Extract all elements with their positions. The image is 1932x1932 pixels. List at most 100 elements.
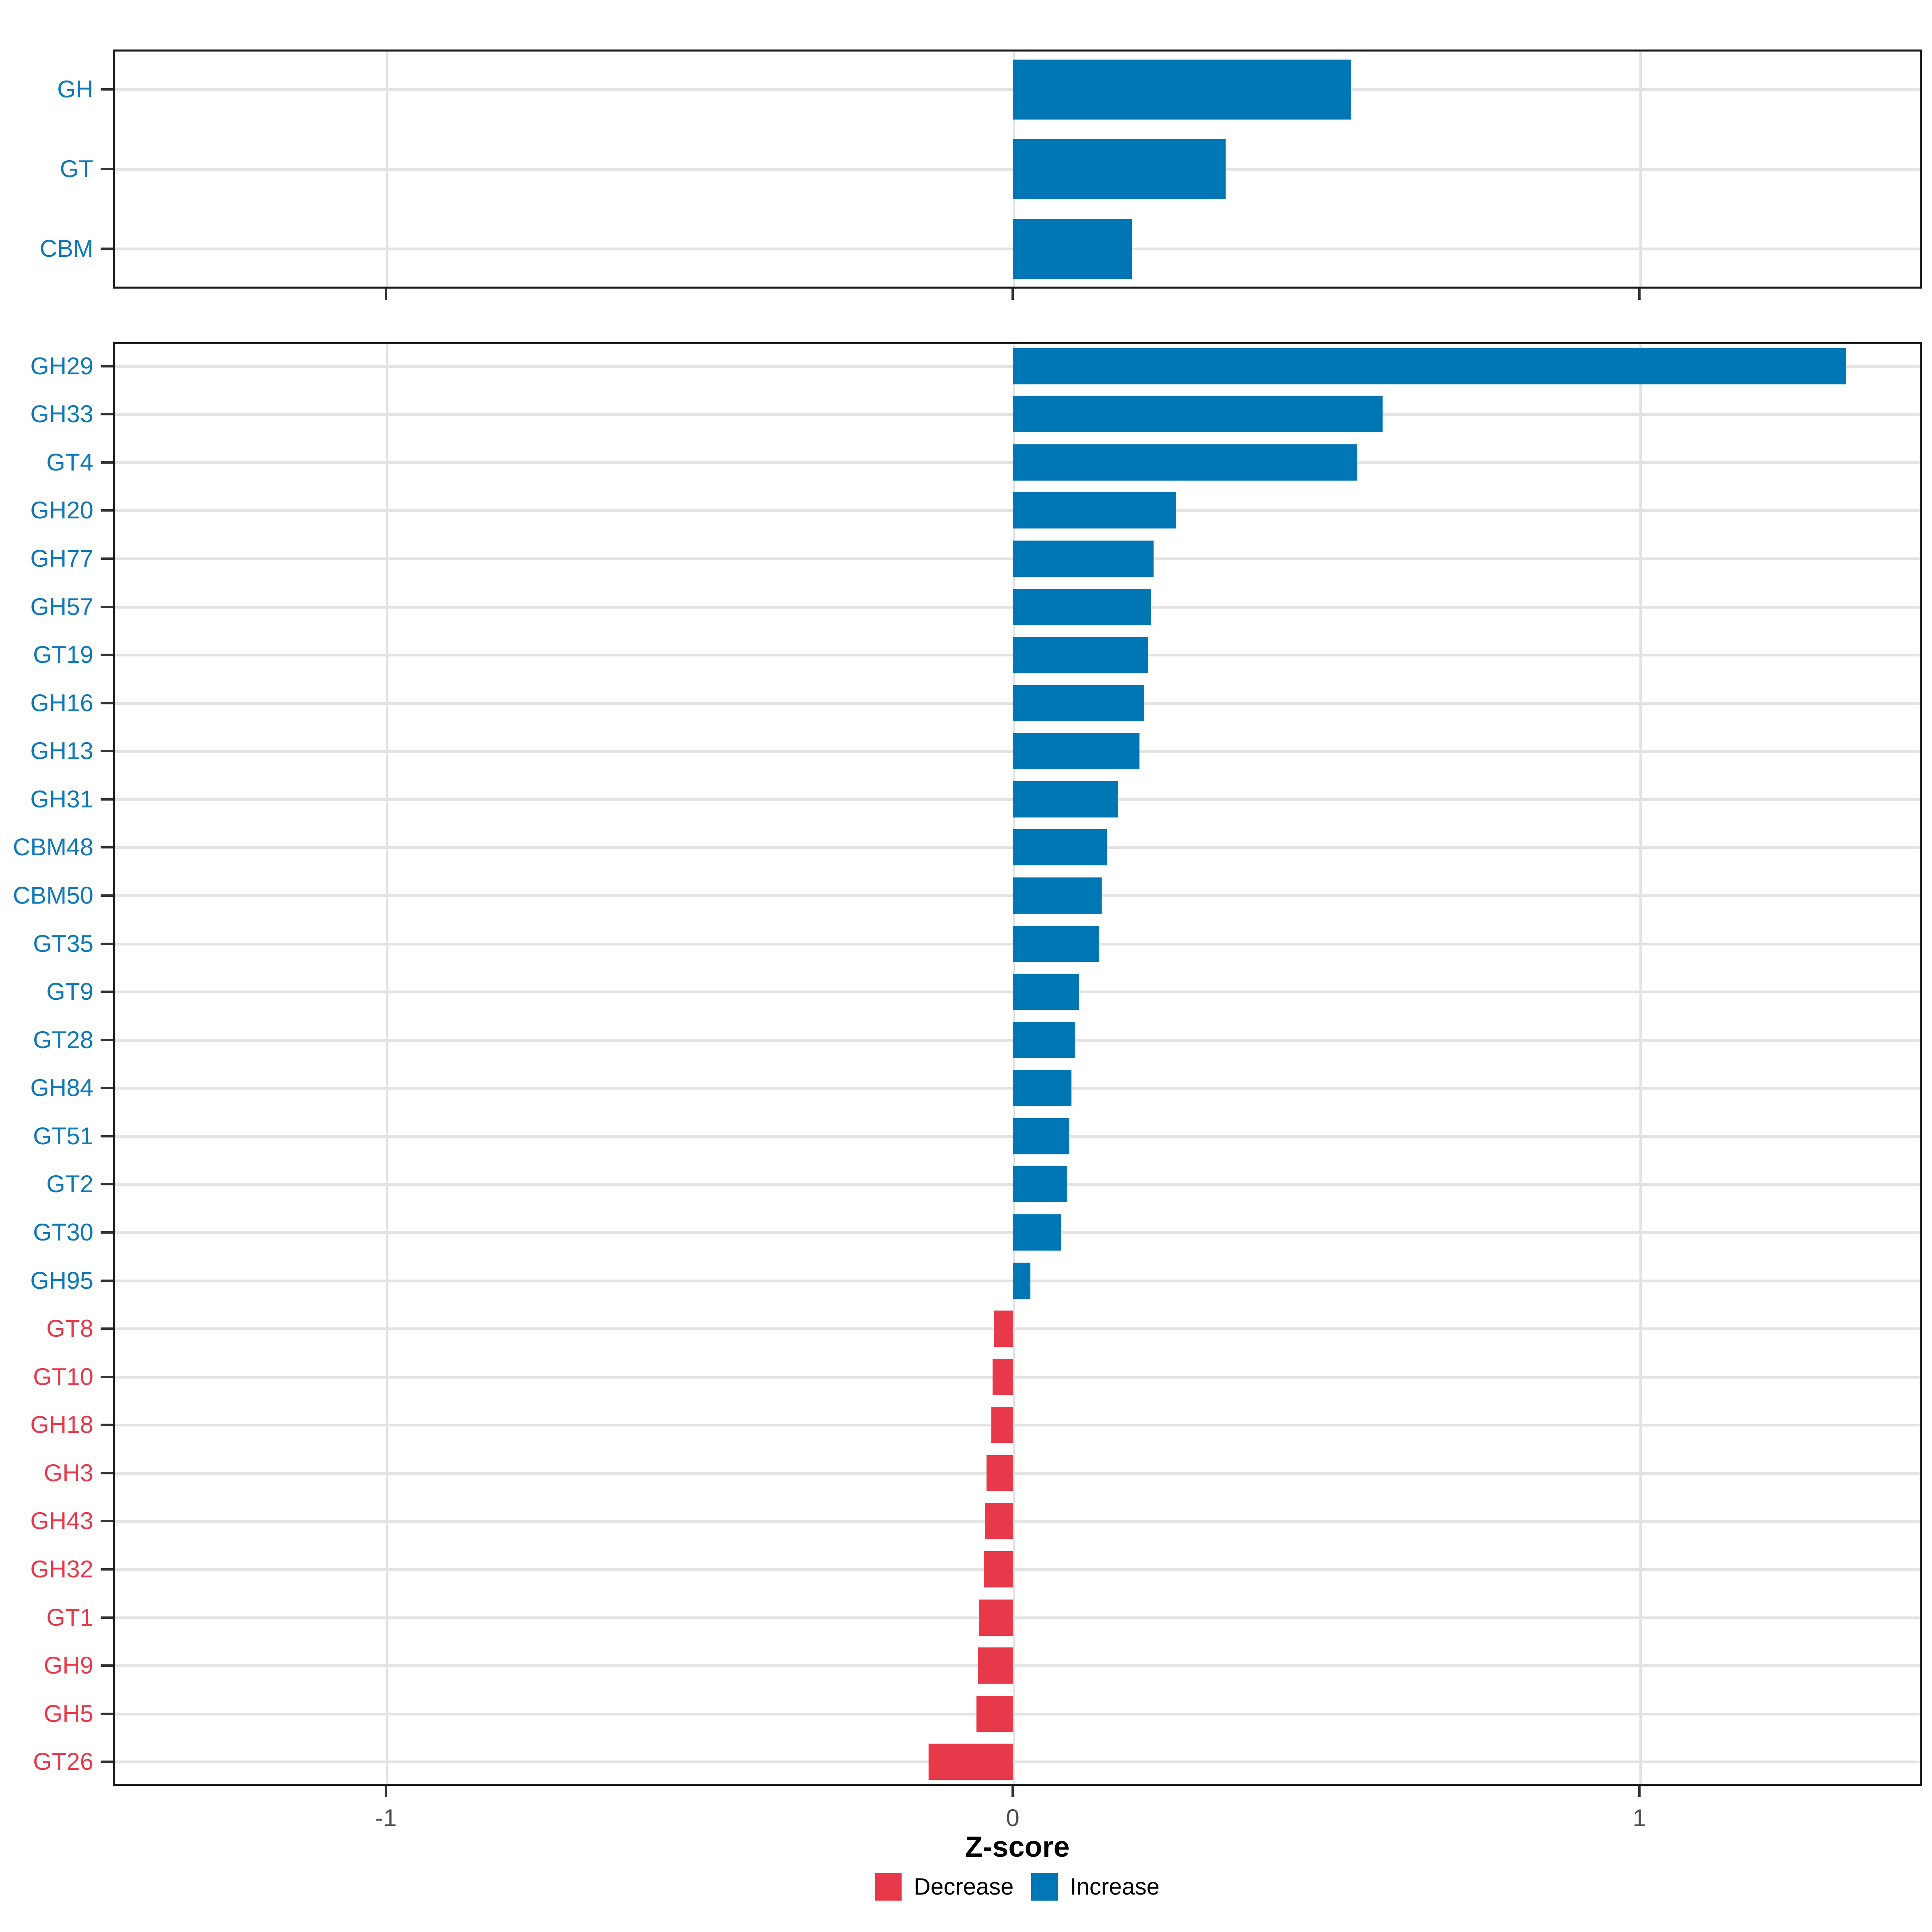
y-tick-GT bbox=[101, 168, 113, 170]
horizontal-gridline-GH5 bbox=[115, 1713, 1920, 1715]
bar-GT8 bbox=[994, 1311, 1013, 1347]
bar-GT28 bbox=[1013, 1022, 1075, 1058]
vertical-gridline-0 bbox=[1013, 344, 1015, 1784]
y-tick-GT10 bbox=[101, 1376, 113, 1378]
y-tick-GH18 bbox=[101, 1424, 113, 1426]
y-tick-GT30 bbox=[101, 1231, 113, 1234]
y-label-GH95: GH95 bbox=[30, 1267, 93, 1294]
y-label-GT19: GT19 bbox=[33, 641, 93, 668]
y-label-GT28: GT28 bbox=[33, 1026, 93, 1053]
bar-GH32 bbox=[984, 1551, 1013, 1587]
x-tick-label-1: 1 bbox=[1633, 1804, 1646, 1831]
bar-GH16 bbox=[1013, 685, 1144, 721]
bar-CBM48 bbox=[1013, 829, 1107, 865]
y-label-GT: GT bbox=[60, 155, 93, 182]
bar-GH31 bbox=[1013, 781, 1118, 817]
legend-label-increase: Increase bbox=[1070, 1874, 1160, 1900]
y-label-GH43: GH43 bbox=[30, 1507, 93, 1534]
horizontal-gridline-GH18 bbox=[115, 1424, 1920, 1426]
legend-key-increase bbox=[1031, 1873, 1058, 1901]
bar-GH84 bbox=[1013, 1070, 1071, 1106]
y-label-GT26: GT26 bbox=[33, 1748, 93, 1775]
y-tick-GT4 bbox=[101, 461, 113, 464]
horizontal-gridline-GT26 bbox=[115, 1761, 1920, 1763]
bar-GH43 bbox=[985, 1503, 1013, 1539]
legend-label-decrease: Decrease bbox=[914, 1874, 1014, 1900]
y-tick-GT28 bbox=[101, 1039, 113, 1041]
y-label-CBM48: CBM48 bbox=[12, 834, 93, 861]
y-label-GH57: GH57 bbox=[30, 593, 93, 620]
bar-GH18 bbox=[991, 1407, 1013, 1443]
x-tick-1-panel2 bbox=[1638, 1786, 1641, 1797]
bar-GT35 bbox=[1013, 926, 1099, 962]
y-tick-GH16 bbox=[101, 702, 113, 704]
y-label-GH77: GH77 bbox=[30, 545, 93, 572]
y-label-GH32: GH32 bbox=[30, 1556, 93, 1583]
y-tick-GH29 bbox=[101, 365, 113, 367]
y-tick-CBM50 bbox=[101, 894, 113, 897]
y-label-GH3: GH3 bbox=[43, 1459, 93, 1486]
y-label-GH20: GH20 bbox=[30, 497, 93, 524]
y-label-GH16: GH16 bbox=[30, 689, 93, 716]
bar-GH5 bbox=[976, 1696, 1013, 1732]
horizontal-gridline-GT10 bbox=[115, 1376, 1920, 1379]
bar-GH77 bbox=[1013, 541, 1154, 577]
panel-cazyme-families bbox=[113, 342, 1922, 1786]
bar-GH57 bbox=[1013, 589, 1151, 625]
y-label-GT4: GT4 bbox=[46, 449, 93, 476]
y-label-GH33: GH33 bbox=[30, 400, 93, 427]
y-tick-CBM bbox=[101, 248, 113, 250]
x-tick-label-0: 0 bbox=[1006, 1804, 1020, 1831]
y-label-GT8: GT8 bbox=[46, 1315, 93, 1342]
y-label-GH9: GH9 bbox=[43, 1652, 93, 1679]
bar-CBM50 bbox=[1013, 877, 1102, 914]
y-tick-GH84 bbox=[101, 1087, 113, 1089]
x-tick--1-panel1 bbox=[385, 289, 387, 300]
x-axis-title: Z-score bbox=[965, 1831, 1070, 1863]
y-tick-GH9 bbox=[101, 1664, 113, 1667]
y-label-GH29: GH29 bbox=[30, 353, 93, 380]
horizontal-gridline-GT8 bbox=[115, 1327, 1920, 1330]
bar-GH95 bbox=[1013, 1263, 1030, 1299]
bar-GT26 bbox=[929, 1744, 1013, 1780]
y-tick-GT26 bbox=[101, 1761, 113, 1763]
bar-GH29 bbox=[1013, 348, 1846, 384]
y-tick-GT19 bbox=[101, 654, 113, 656]
y-tick-GT35 bbox=[101, 943, 113, 945]
bar-CBM bbox=[1013, 219, 1132, 279]
y-tick-GH13 bbox=[101, 750, 113, 752]
y-tick-GH5 bbox=[101, 1713, 113, 1715]
y-tick-GH3 bbox=[101, 1472, 113, 1474]
horizontal-gridline-GT1 bbox=[115, 1616, 1920, 1619]
y-tick-GT2 bbox=[101, 1183, 113, 1185]
bar-GT4 bbox=[1013, 444, 1357, 481]
legend-key-decrease bbox=[875, 1873, 902, 1901]
vertical-gridline--1 bbox=[386, 344, 388, 1784]
x-tick-label--1: -1 bbox=[375, 1804, 397, 1831]
y-tick-GH bbox=[101, 88, 113, 91]
legend-item-decrease: Decrease bbox=[875, 1871, 1013, 1903]
y-tick-GH77 bbox=[101, 557, 113, 560]
y-tick-GT51 bbox=[101, 1135, 113, 1137]
bar-GT9 bbox=[1013, 974, 1079, 1010]
y-tick-GH20 bbox=[101, 509, 113, 512]
y-label-GT30: GT30 bbox=[33, 1219, 93, 1246]
vertical-gridline-1 bbox=[1639, 344, 1642, 1784]
y-label-GT10: GT10 bbox=[33, 1363, 93, 1390]
bar-GH20 bbox=[1013, 492, 1176, 528]
y-label-CBM: CBM bbox=[39, 235, 93, 262]
horizontal-gridline-GH32 bbox=[115, 1568, 1920, 1571]
bar-GH bbox=[1013, 60, 1351, 120]
y-label-GH84: GH84 bbox=[30, 1074, 93, 1101]
y-tick-GT9 bbox=[101, 991, 113, 993]
bar-GT19 bbox=[1013, 637, 1148, 673]
y-tick-GH95 bbox=[101, 1280, 113, 1282]
bar-GT2 bbox=[1013, 1166, 1067, 1202]
y-label-GT35: GT35 bbox=[33, 930, 93, 957]
y-label-CBM50: CBM50 bbox=[12, 882, 93, 909]
legend-item-increase: Increase bbox=[1031, 1871, 1160, 1903]
legend: Decrease Increase bbox=[113, 1871, 1922, 1903]
bar-GH3 bbox=[987, 1455, 1013, 1491]
y-tick-CBM48 bbox=[101, 846, 113, 848]
